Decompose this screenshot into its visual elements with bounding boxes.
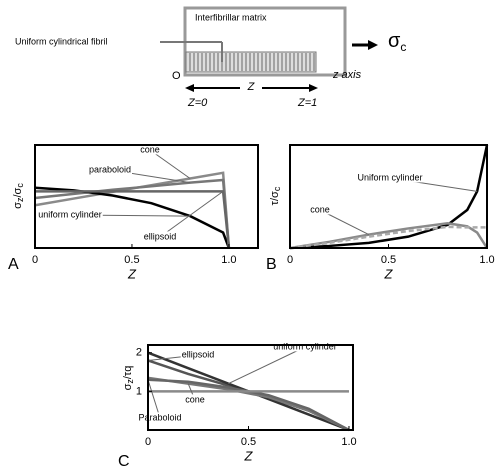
y-label-part: c	[272, 186, 282, 191]
z0-label: Z=0	[187, 97, 208, 109]
x-tick-label: 0	[32, 254, 38, 266]
series-label: cone	[310, 204, 330, 214]
series-line	[289, 144, 489, 250]
label-bg	[142, 231, 178, 242]
x-tick-label: 1.0	[221, 254, 236, 266]
label-bg	[87, 164, 133, 175]
y-label-part: σ	[122, 383, 134, 390]
z1-label: Z=1	[297, 97, 317, 109]
y-axis-label: τ/σc	[269, 186, 282, 205]
plot-frame	[147, 344, 354, 431]
series-line	[147, 378, 350, 432]
series-line	[289, 222, 489, 250]
arrowhead	[309, 84, 318, 92]
x-axis-label: Z	[384, 266, 394, 281]
label-bg	[309, 204, 331, 215]
label-bg	[37, 209, 103, 220]
leader-line	[147, 379, 161, 419]
x-tick-label: 0	[287, 254, 293, 266]
series-line	[35, 190, 231, 249]
label-bg	[137, 412, 183, 423]
x-axis-label: Z	[244, 448, 254, 463]
x-tick-label: 0.5	[241, 436, 256, 448]
schematic: Interfibrillar matrix Uniform cylindrica…	[15, 6, 406, 109]
series-label: uniform cylinder	[38, 209, 102, 219]
series-line	[34, 178, 231, 249]
series-line	[147, 376, 350, 432]
y-axis-label: σz/τq	[122, 366, 135, 391]
label-bg	[272, 341, 338, 352]
label-bg	[139, 144, 161, 155]
series-label: paraboloid	[89, 164, 131, 174]
origin-label: O	[172, 70, 181, 82]
z-label: Z	[247, 81, 256, 93]
plot-frame	[34, 144, 259, 249]
y-label-part: c	[15, 183, 25, 188]
x-axis-label: Z	[127, 266, 137, 281]
label-bg	[356, 172, 424, 183]
leader-line	[228, 346, 306, 385]
y-label-part: τ/σ	[269, 191, 281, 205]
y-label-part: z	[15, 197, 25, 202]
panel-letter: B	[266, 256, 277, 273]
label-bg	[180, 349, 216, 360]
series-label: ellipsoid	[144, 231, 177, 241]
series-label: cone	[140, 144, 160, 154]
y-tick-label: 1	[136, 385, 142, 397]
leader-line	[159, 190, 224, 238]
y-label-part: /σ	[12, 187, 24, 197]
arrowhead	[185, 84, 194, 92]
axis-label: z axis	[332, 69, 362, 81]
series-line	[289, 225, 487, 250]
series-label: ellipsoid	[182, 349, 215, 359]
x-tick-label: 1.0	[479, 254, 494, 266]
arrowhead	[368, 40, 378, 50]
series-label: Uniform cylinder	[357, 172, 422, 182]
matrix-label: Interfibrillar matrix	[195, 12, 267, 22]
label-bg	[184, 394, 206, 405]
x-tick-label: 0.5	[124, 254, 139, 266]
series-label: uniform cylinder	[273, 341, 337, 351]
series-label: Paraboloid	[138, 412, 181, 422]
panel-letter: C	[118, 453, 130, 470]
stress-label: σc	[388, 30, 406, 54]
leader-line	[149, 149, 191, 179]
x-tick-label: 0	[145, 436, 151, 448]
y-tick-label: 2	[136, 347, 142, 359]
stress-symbol: σ	[388, 30, 401, 52]
x-tick-label: 0.5	[381, 254, 396, 266]
fibril-label: Uniform cylindrical fibril	[15, 36, 108, 46]
y-label-part: /τq	[122, 366, 134, 380]
y-axis-label: σz/σc	[12, 183, 25, 209]
stress-subscript: c	[400, 40, 406, 54]
series-label: cone	[185, 394, 205, 404]
y-label-part: σ	[12, 202, 24, 209]
x-tick-label: 1.0	[341, 436, 356, 448]
y-label-part: z	[125, 379, 135, 384]
panel-letter: A	[8, 256, 19, 273]
